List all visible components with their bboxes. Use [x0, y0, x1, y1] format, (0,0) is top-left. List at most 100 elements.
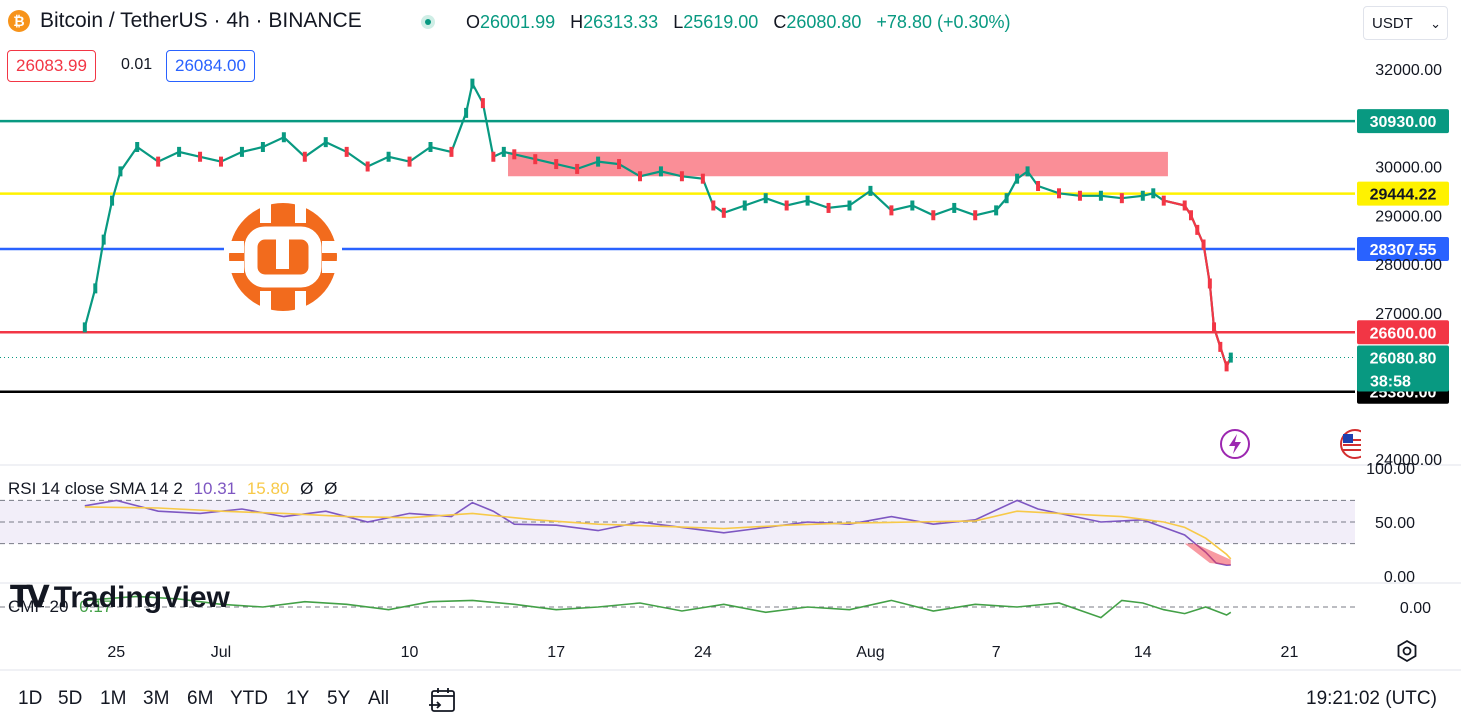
- price-label-text: 28307.55: [1370, 242, 1437, 259]
- candle: [1224, 361, 1229, 372]
- timeframe-button-ytd[interactable]: YTD: [230, 688, 268, 709]
- price-label-box: [1357, 109, 1449, 134]
- flag-icon[interactable]: [1339, 428, 1361, 460]
- candle: [533, 154, 538, 165]
- price-label-box: [1357, 320, 1449, 345]
- timeframe-button-1y[interactable]: 1Y: [286, 688, 310, 709]
- buy-price-button[interactable]: 26084.00: [166, 50, 255, 82]
- timeframe-button-1m[interactable]: 1M: [100, 688, 127, 709]
- candle: [847, 200, 852, 211]
- price-series-decline: [1163, 199, 1232, 370]
- candle: [1161, 195, 1166, 206]
- gear-icon[interactable]: [1395, 639, 1419, 663]
- candle: [198, 151, 203, 162]
- high-value: 26313.33: [583, 12, 659, 32]
- candle: [281, 132, 286, 143]
- candle: [763, 193, 768, 204]
- y-tick-label: 29000.00: [1375, 208, 1442, 225]
- symbol-title[interactable]: Bitcoin / TetherUS · 4h · BINANCE: [40, 9, 362, 32]
- rsi-y-tick-label: 50.00: [1375, 515, 1415, 532]
- candle: [1151, 188, 1156, 199]
- candle: [952, 202, 957, 213]
- price-label-text: 26600.00: [1370, 325, 1437, 342]
- timeframe-button-all[interactable]: All: [368, 688, 390, 709]
- candle: [1228, 352, 1233, 363]
- y-tick-label: 30000.00: [1375, 160, 1442, 177]
- rsi-sma-value: 15.80: [246, 479, 290, 498]
- low-value: 25619.00: [683, 12, 759, 32]
- x-tick-label: 7: [992, 644, 1001, 661]
- tradingview-watermark: 𝗧𝗩 TradingView: [10, 580, 230, 615]
- rsi-series-sma: [84, 506, 1232, 560]
- rsi-series-rsi: [84, 499, 1231, 567]
- price-line-label: 29444.22: [1357, 181, 1449, 206]
- candle: [889, 205, 894, 216]
- candle: [386, 151, 391, 162]
- candle: [1188, 210, 1193, 221]
- candle: [994, 205, 999, 216]
- candle: [491, 151, 496, 162]
- candle: [407, 156, 412, 167]
- price-line-label: 28307.55: [1357, 237, 1449, 262]
- candle: [1004, 193, 1009, 204]
- close-label: C: [773, 12, 787, 32]
- candle: [700, 173, 705, 184]
- candle: [365, 161, 370, 172]
- lightning-alert-icon[interactable]: [1219, 428, 1251, 460]
- rsi-legend-label: RSI 14 close SMA 14 2: [8, 479, 183, 498]
- close-value: 26080.80: [786, 12, 862, 32]
- candle: [1218, 341, 1223, 352]
- rsi-y-tick-label: 100.00: [1366, 461, 1415, 478]
- candle: [464, 107, 469, 118]
- timeframe-button-1d[interactable]: 1D: [18, 688, 43, 709]
- candle: [480, 98, 485, 109]
- candle: [711, 200, 716, 211]
- x-tick-label: 24: [694, 644, 712, 661]
- brand-logo: [224, 203, 342, 311]
- candle: [1201, 239, 1206, 250]
- candle: [973, 210, 978, 221]
- candle: [617, 159, 622, 170]
- candle: [428, 142, 433, 152]
- candle: [344, 146, 349, 157]
- candle: [742, 200, 747, 211]
- y-tick-label: 24000.00: [1375, 452, 1442, 469]
- candle: [658, 166, 663, 177]
- chart-canvas[interactable]: 30930.0029444.2228307.5526600.0025380.00…: [0, 0, 1461, 680]
- chevron-down-icon: ⌄: [1430, 16, 1441, 31]
- currency-select[interactable]: USDT ⌄: [1363, 6, 1448, 40]
- spread-value: 0.01: [121, 56, 153, 73]
- bitcoin-icon: ₿: [8, 10, 30, 32]
- candle: [1212, 322, 1217, 333]
- cmf-legend[interactable]: CMF 20 0.17: [8, 597, 112, 617]
- timeframe-button-3m[interactable]: 3M: [143, 688, 170, 709]
- sell-price-button[interactable]: 26083.99: [7, 50, 96, 82]
- cmf-value: 0.17: [79, 597, 113, 616]
- timeframe-button-5d[interactable]: 5D: [58, 688, 83, 709]
- candle: [826, 202, 831, 213]
- candle: [449, 146, 454, 157]
- rsi-value: 10.31: [193, 479, 237, 498]
- candle: [805, 195, 810, 206]
- utc-clock[interactable]: 19:21:02 (UTC): [1306, 688, 1437, 709]
- candle: [1015, 173, 1020, 184]
- ohlc-legend: O26001.99 H26313.33 L25619.00 C26080.80 …: [466, 12, 1021, 33]
- x-tick-label: 17: [547, 644, 565, 661]
- candle: [219, 156, 223, 167]
- candle: [910, 200, 915, 211]
- candle: [1140, 190, 1145, 201]
- resistance-zone: [508, 151, 1168, 177]
- candle: [260, 142, 265, 152]
- market-status-icon[interactable]: [421, 15, 435, 29]
- calendar-range-icon[interactable]: [428, 685, 458, 715]
- y-tick-label: 32000.00: [1375, 62, 1442, 79]
- price-line-label: 26600.00: [1357, 320, 1449, 345]
- rsi-legend[interactable]: RSI 14 close SMA 14 2 10.31 15.80 Ø Ø: [8, 479, 337, 499]
- price-line-label: 30930.00: [1357, 109, 1449, 134]
- candle: [554, 159, 559, 170]
- timeframe-button-5y[interactable]: 5Y: [327, 688, 351, 709]
- timeframe-button-6m[interactable]: 6M: [187, 688, 214, 709]
- candle: [82, 322, 87, 333]
- candle: [93, 283, 98, 294]
- price-label-box: [1357, 181, 1449, 206]
